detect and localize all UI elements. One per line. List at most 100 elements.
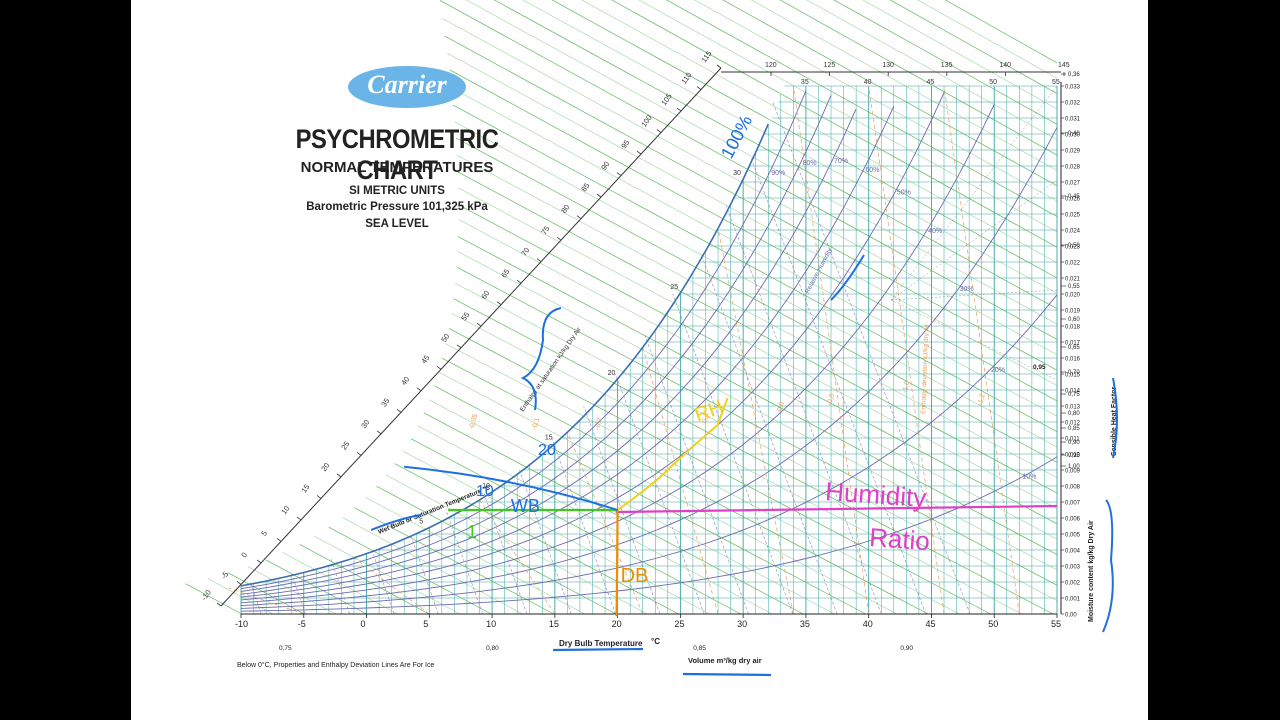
enthalpy-line	[806, 0, 1058, 140]
dry-bulb-line	[615, 509, 619, 617]
y-tick-label: 0,001	[1065, 597, 1081, 603]
x-tick-label: 10	[486, 619, 496, 629]
volume-tick-label: 0,85	[693, 645, 706, 652]
volume-line	[445, 509, 483, 615]
enthalpy-scale-label: -10	[199, 588, 213, 602]
enthalpy-line	[442, 18, 1058, 355]
enthalpy-line	[410, 438, 742, 615]
enthalpy-line	[365, 497, 586, 615]
enthalpy-scale-tick	[396, 409, 402, 413]
rh-curve-annotation	[617, 397, 729, 511]
deviation-label: -0,8	[826, 393, 836, 407]
annotation-ratio: Ratio	[868, 522, 931, 556]
annotation-1: 1	[467, 522, 477, 542]
enthalpy-line	[522, 0, 1058, 294]
rh-label: 50%	[897, 189, 911, 196]
brand-name: Carrier	[367, 70, 447, 99]
saturation-curve	[240, 123, 770, 587]
deviation-label: -0,2	[594, 417, 604, 431]
enthalpy-scale-tick	[656, 129, 662, 133]
enthalpy-scale-tick	[516, 279, 522, 284]
wet-bulb-label: 20	[608, 370, 616, 377]
page-title: PSYCHROMETRIC CHART	[295, 124, 499, 185]
enthalpy-line	[452, 104, 1058, 432]
enthalpy-line	[228, 572, 305, 615]
enthalpy-line	[423, 412, 804, 615]
top-enthalpy-label: 130	[882, 62, 894, 69]
enthalpy-scale-label: 110	[679, 71, 693, 86]
y-tick-label: 0,018	[1065, 325, 1081, 331]
enthalpy-scale-axis	[220, 67, 722, 607]
enthalpy-lines	[185, 0, 1058, 615]
enthalpy-scale-tick	[716, 64, 722, 69]
enthalpy-scale-tick	[676, 107, 682, 112]
volume-line	[700, 253, 838, 615]
rh-label: 70%	[834, 158, 848, 165]
saturation-line	[240, 123, 770, 587]
y-tick-label: 0,004	[1065, 549, 1081, 555]
enthalpy-line	[354, 507, 554, 615]
volume-line	[519, 469, 572, 615]
enthalpy-scale-label: 115	[699, 49, 713, 64]
wet-bulb-label: 15	[545, 435, 553, 442]
x-tick-label: 15	[549, 619, 559, 629]
enthalpy-scale-tick	[596, 193, 602, 198]
wet-bulb-label: 30	[733, 170, 741, 177]
enthalpy-scale-label: 75	[539, 224, 551, 236]
enthalpy-scale-label: 50	[439, 332, 451, 344]
y-tick-label: 0,032	[1065, 101, 1081, 107]
shf-tick-label: 0,80	[1068, 411, 1080, 417]
y-tick-label: 0,013	[1065, 405, 1081, 411]
deviation-label: -1,2	[977, 393, 987, 407]
enthalpy-line	[453, 298, 1054, 615]
shf-tick-label: 0,70	[1068, 370, 1080, 376]
shf-guide-line	[890, 85, 1058, 301]
rh-curve	[240, 106, 895, 598]
enthalpy-scale-tick	[276, 538, 282, 542]
enthalpy-line	[779, 0, 1058, 156]
enthalpy-scale-tick	[476, 322, 482, 327]
enthalpy-line	[342, 517, 523, 615]
y-tick-label: 0,002	[1065, 581, 1081, 587]
volume-line	[725, 205, 882, 615]
enthalpy-line	[448, 328, 991, 615]
enthalpy-scale-tick	[416, 387, 422, 392]
enthalpy-scale-tick	[616, 172, 622, 176]
enthalpy-line	[456, 155, 1058, 478]
deviation-axis-label: Enthalpy deviation kJ/kg dry air	[920, 323, 930, 414]
rh-axis-label: Relative Humidity	[804, 246, 834, 295]
enthalpy-line	[444, 35, 1058, 371]
y-axis-title: Moisture content kg/kg Dry Air	[1088, 520, 1095, 622]
enthalpy-scale-label: 95	[619, 138, 631, 150]
wet-bulb-label: 10	[482, 483, 490, 490]
dew-point-label: 40	[864, 79, 872, 86]
enthalpy-deviation-lines: -0,05 -0,1 -0,2 -0,4 -0,6 -0,8 -1,0 -1,2 Enthalp…	[228, 85, 1020, 615]
volume-lines	[250, 101, 971, 615]
x-tick-label: 40	[863, 619, 873, 629]
enthalpy-scale-tick	[696, 86, 702, 90]
shf-tick-label: 0,50	[1068, 243, 1080, 249]
enthalpy-scale-label: 55	[459, 310, 471, 322]
deviation-label: -0,1	[531, 417, 541, 431]
y-tick-label: 0,028	[1065, 165, 1081, 171]
enthalpy-scale-label: 0	[239, 551, 249, 560]
deviation-line	[793, 85, 870, 615]
volume-line	[643, 333, 749, 615]
y-tick-label: 0,033	[1065, 85, 1081, 91]
volume-line	[483, 493, 528, 615]
enthalpy-line	[458, 187, 1058, 509]
volume-underline	[682, 672, 772, 677]
y-tick-label: 0,00	[1065, 613, 1077, 619]
annotation-humidity: Humidity	[824, 476, 927, 513]
y-tick-label: 0,015	[1065, 373, 1081, 379]
dew-point-label: 50	[989, 79, 997, 86]
pressure-label: Barometric Pressure 101,325 kPa	[306, 201, 488, 213]
x-tick-label: 5	[423, 619, 428, 629]
psychrometric-chart: 90% 80% 70% 60% 50% 40% 30% 20% 10% Relative Humi…	[185, 0, 1118, 677]
shf-tick-label: 0,95	[1068, 453, 1080, 459]
volume-line	[291, 573, 306, 615]
enthalpy-line	[917, 0, 1058, 79]
enthalpy-scale-tick	[536, 258, 542, 262]
enthalpy-scale-label: 30	[359, 418, 371, 430]
y-tick-label: 0,027	[1065, 181, 1081, 187]
